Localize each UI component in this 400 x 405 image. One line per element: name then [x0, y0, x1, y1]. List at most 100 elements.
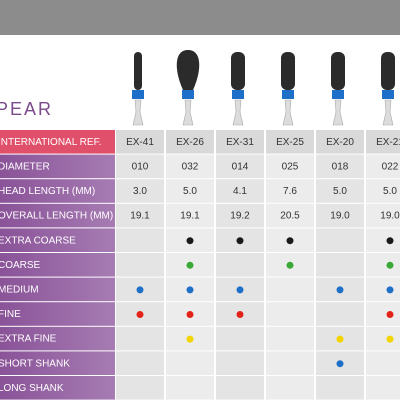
cell — [266, 277, 314, 302]
cell — [316, 253, 364, 277]
row-label-cell — [0, 154, 115, 179]
cell — [166, 154, 214, 179]
cell — [116, 326, 164, 351]
cell — [216, 154, 264, 179]
grade-dot — [386, 311, 394, 318]
cell — [366, 326, 400, 351]
cell — [266, 376, 314, 400]
cell — [366, 376, 400, 400]
bur-band — [182, 90, 194, 99]
header-cell — [366, 130, 400, 154]
cell-value: 022 — [382, 162, 399, 173]
grade-dot — [336, 286, 344, 294]
cell-value: 5.0 — [333, 186, 347, 197]
cell-value: 014 — [232, 162, 249, 173]
bur-shank — [182, 99, 194, 126]
row-label: COARSE — [0, 260, 41, 271]
cell — [166, 376, 214, 400]
header-cell — [116, 130, 164, 154]
cell — [116, 351, 164, 375]
cell — [216, 203, 264, 228]
bur-shank — [332, 99, 344, 126]
grade-dot — [186, 311, 194, 318]
cell-value: 20.5 — [280, 211, 300, 222]
row-label-cell — [0, 179, 115, 203]
cell — [316, 203, 364, 228]
row-label-cell — [0, 302, 115, 326]
row-label: OVERALL LENGTH (MM) — [0, 211, 113, 222]
grade-dot — [186, 237, 194, 245]
grade-dot — [286, 261, 294, 269]
grade-dot — [286, 237, 294, 245]
row-label: MEDIUM — [0, 285, 39, 296]
cell — [366, 154, 400, 179]
grade-dot — [236, 237, 244, 245]
cell — [116, 376, 164, 400]
bur-head — [176, 50, 200, 90]
cell-value: 3.0 — [133, 186, 147, 197]
cell — [266, 154, 314, 179]
cell-value: 19.0 — [380, 211, 400, 222]
cell — [166, 179, 214, 203]
column-ref: EX-26 — [176, 137, 204, 148]
cell — [366, 351, 400, 375]
grade-dot — [136, 311, 144, 318]
cell — [266, 302, 314, 326]
bur-head — [381, 52, 395, 90]
grade-dot — [336, 360, 344, 368]
row-label: EXTRA FINE — [0, 334, 57, 345]
bur-band — [132, 90, 144, 99]
cell — [116, 228, 164, 252]
row-label-cell — [0, 351, 115, 375]
cell — [266, 351, 314, 375]
header-label-cell — [0, 130, 115, 154]
cell-value: 19.0 — [330, 211, 350, 222]
cell — [366, 302, 400, 326]
cell-value: 025 — [282, 162, 299, 173]
header-label: INTERNATIONAL REF. — [0, 137, 101, 148]
cell — [216, 376, 264, 400]
bur-band — [282, 90, 294, 99]
bur-head — [231, 52, 245, 90]
cell — [166, 351, 214, 375]
cell — [366, 203, 400, 228]
cell — [316, 302, 364, 326]
cell — [116, 253, 164, 277]
cell — [266, 203, 314, 228]
top-bar — [0, 0, 400, 35]
cell-value: 19.1 — [180, 211, 200, 222]
bur-shank — [382, 99, 394, 126]
cell — [116, 203, 164, 228]
bur-shank — [282, 99, 294, 126]
cell — [216, 253, 264, 277]
grade-dot — [236, 286, 244, 294]
column-ref: EX-21 — [376, 137, 400, 148]
cell — [166, 203, 214, 228]
bur-head — [281, 52, 295, 90]
row-label-cell — [0, 376, 115, 400]
cell-value: 19.1 — [130, 211, 150, 222]
cell-value: 5.0 — [383, 186, 397, 197]
cell — [216, 351, 264, 375]
cell — [116, 154, 164, 179]
cell — [366, 253, 400, 277]
cell — [366, 179, 400, 203]
header-cell — [316, 130, 364, 154]
row-label: DIAMETER — [0, 162, 50, 173]
row-label: FINE — [0, 309, 21, 320]
row-label-cell — [0, 228, 115, 252]
row-label: EXTRA COARSE — [0, 235, 76, 246]
grade-dot — [186, 261, 194, 269]
column-ref: EX-20 — [326, 137, 354, 148]
cell — [216, 326, 264, 351]
cell-value: 032 — [182, 162, 199, 173]
bur-band — [332, 90, 344, 99]
bur-head — [331, 52, 345, 90]
cell-value: 7.6 — [283, 186, 297, 197]
row-label-cell — [0, 203, 115, 228]
row-label: LONG SHANK — [0, 383, 64, 394]
cell-value: 5.0 — [183, 186, 197, 197]
column-ref: EX-41 — [126, 137, 154, 148]
header-cell — [166, 130, 214, 154]
